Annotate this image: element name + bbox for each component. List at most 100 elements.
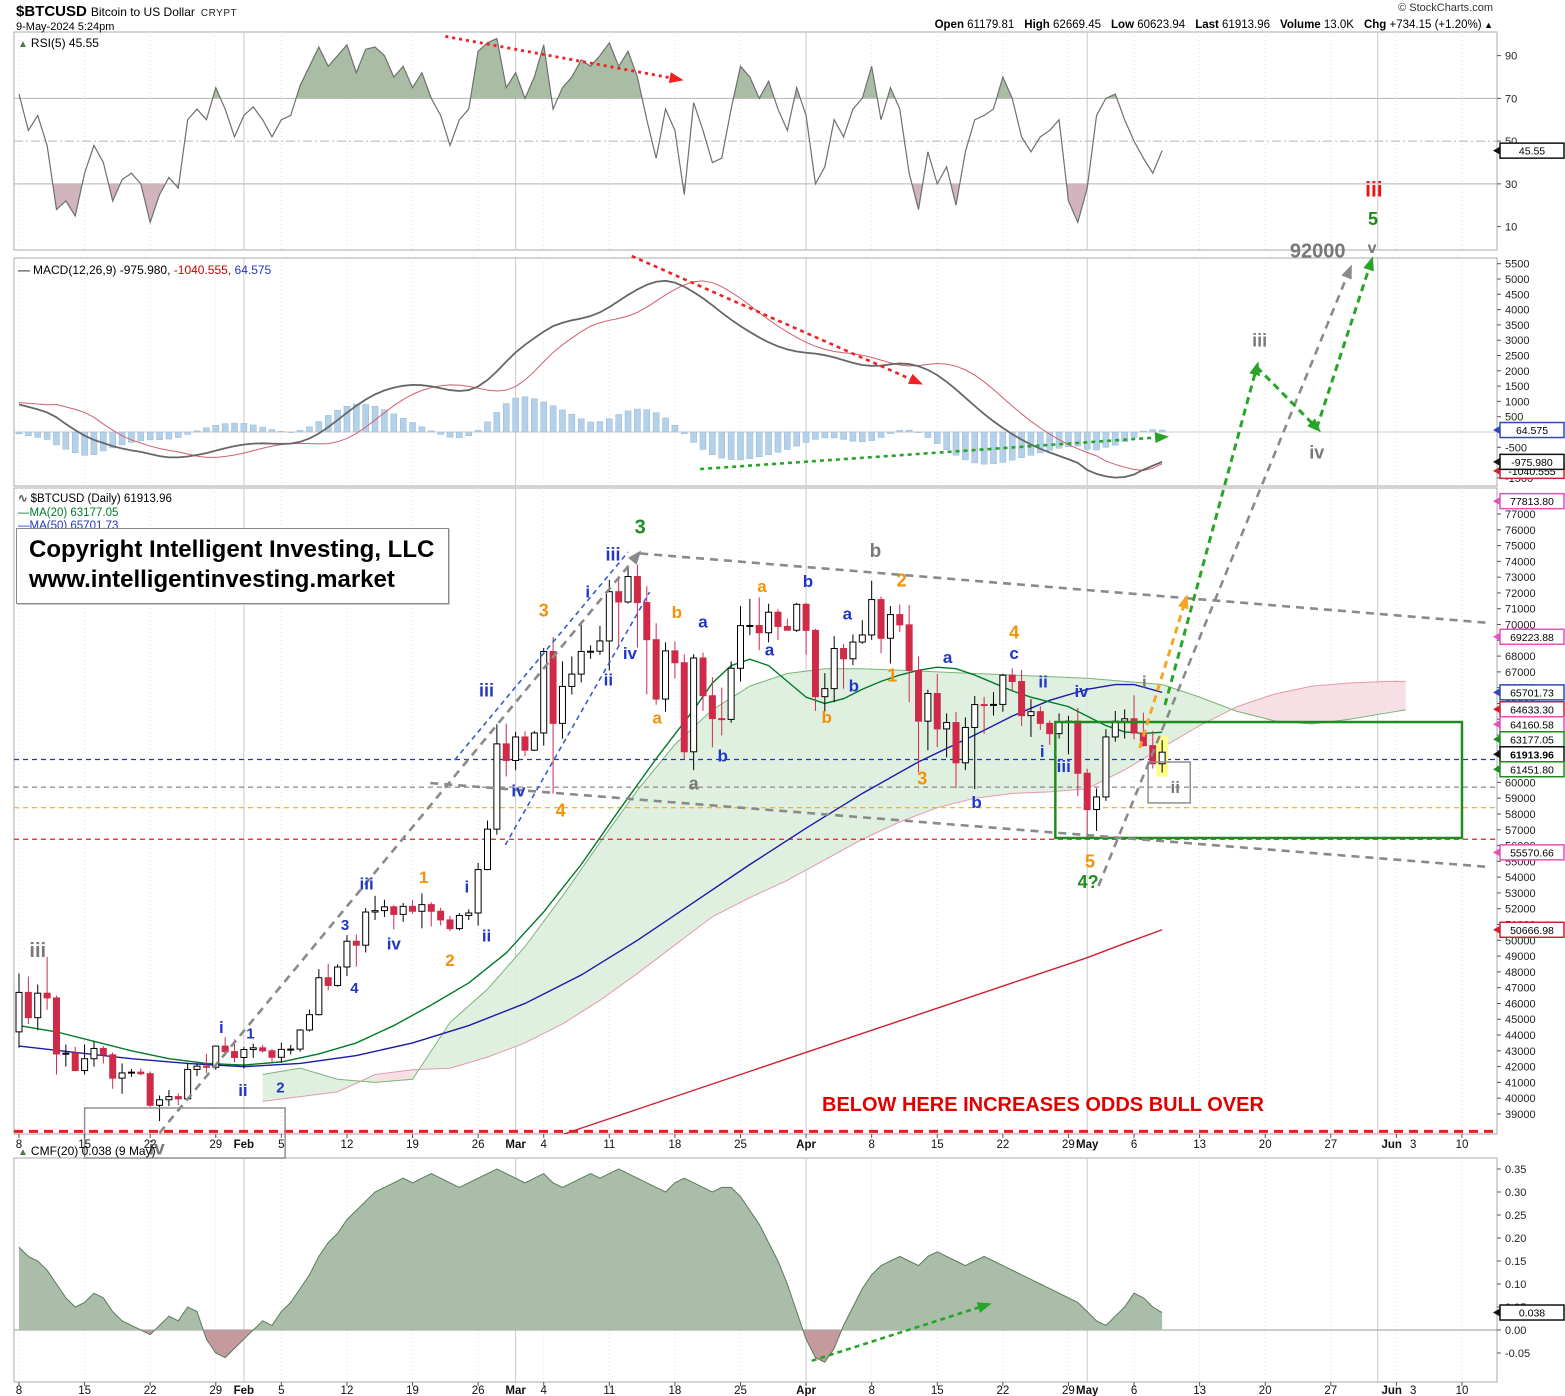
cmf-tick-label: 0.30 — [1505, 1187, 1526, 1199]
wave-label-1: 1 — [246, 1026, 254, 1043]
x-axis-label: 22 — [144, 1385, 157, 1396]
wave-label-b: b — [672, 603, 682, 622]
macd-histogram-bar — [240, 423, 248, 433]
x-axis-label: 20 — [1259, 1385, 1272, 1396]
macd-tick-label: 5500 — [1505, 259, 1529, 271]
x-axis-label: 4 — [541, 1139, 548, 1151]
macd-histogram-bar — [493, 412, 501, 433]
x-axis-label: 15 — [931, 1385, 944, 1396]
candle-body — [484, 828, 491, 871]
rsi-line — [18, 37, 1163, 225]
macd-histogram-bar — [624, 410, 632, 433]
macd-histogram-bar — [802, 431, 810, 443]
candle-body — [493, 743, 501, 830]
macd-signal-line — [18, 280, 1163, 472]
x-axis-label: 15 — [78, 1139, 91, 1151]
candle-body — [90, 1047, 98, 1060]
candle-body — [530, 732, 538, 751]
macd-histogram-bar — [399, 417, 407, 433]
price-axis-box-text: 77813.80 — [1510, 496, 1554, 508]
wave-label-b: b — [803, 572, 813, 591]
macd-trend-arrow-arrowhead — [908, 373, 924, 385]
wave-label-4: 4 — [556, 800, 566, 820]
macd-histogram-bar — [830, 431, 838, 439]
greenproj-trendline-arrowhead — [1363, 256, 1374, 272]
candle-body — [15, 991, 23, 1033]
macd-histogram-bar — [418, 426, 426, 433]
macd-histogram-bar — [662, 417, 669, 433]
wave-label-iv: iv — [623, 644, 638, 663]
price-tick-label: 54000 — [1505, 872, 1536, 884]
macd-histogram-bar — [577, 418, 585, 433]
macd-histogram-bar — [559, 409, 566, 433]
candle-body — [952, 722, 960, 764]
candle-body — [390, 906, 398, 915]
candle-body — [821, 688, 829, 698]
wave-label-5: 5 — [1368, 209, 1378, 229]
x-axis-label: 8 — [868, 1385, 874, 1396]
price-axis-box-text: 63177.05 — [1510, 734, 1554, 746]
macd-histogram-bar — [1046, 431, 1053, 451]
x-axis-label: May — [1076, 1139, 1099, 1151]
wave-label-i: i — [1040, 742, 1045, 761]
candle-body — [315, 977, 323, 1016]
macd-histogram-bar — [25, 431, 32, 436]
x-axis-label: 10 — [1456, 1139, 1469, 1151]
price-tick-label: 46000 — [1505, 998, 1536, 1010]
macd-tick-label: 3000 — [1505, 335, 1529, 347]
candle-body — [633, 576, 641, 604]
macd-histogram-bar — [615, 414, 622, 433]
price-tick-label: 49000 — [1505, 951, 1536, 963]
wave-label-a: a — [698, 612, 708, 631]
candle-body — [868, 599, 876, 636]
wave-label-a: a — [843, 604, 853, 623]
macd-histogram-bar — [456, 431, 463, 439]
greenproj-trendline-arrowhead — [1249, 361, 1260, 377]
candle-body — [943, 722, 951, 730]
candle-body — [643, 602, 651, 641]
macd-histogram-bar — [671, 425, 679, 433]
macd-histogram-bar — [887, 431, 894, 434]
price-tick-label: 57000 — [1505, 825, 1536, 837]
price-axis-box-notch — [1493, 720, 1500, 729]
candle-body — [287, 1048, 295, 1051]
candle-body — [446, 919, 454, 930]
macd-histogram-bar — [390, 413, 398, 433]
x-axis-label: 22 — [996, 1139, 1009, 1151]
wave-label-a: a — [689, 774, 700, 794]
price-axis-box-notch — [1493, 632, 1500, 641]
macd-histogram-bar — [212, 425, 220, 433]
candle-body — [961, 726, 969, 764]
greenproj-trendline — [1255, 365, 1318, 430]
wave-label-iii: iii — [606, 545, 621, 565]
wave-label-92000: 92000 — [1290, 240, 1346, 262]
price-axis-box-text: 50666.98 — [1510, 925, 1554, 937]
cmf-tick-label: 0.25 — [1505, 1210, 1526, 1222]
macd-histogram-bar — [606, 418, 613, 433]
x-axis-label: 3 — [1410, 1139, 1416, 1151]
candle-body — [465, 912, 473, 917]
candle-body — [905, 624, 913, 671]
ichimoku-cloud — [487, 946, 525, 1058]
price-tick-label: 52000 — [1505, 904, 1536, 916]
macd-tick-label: 5000 — [1505, 274, 1529, 286]
candle-body — [727, 667, 735, 720]
macd-histogram-bar — [203, 427, 210, 433]
trend-trendline-arrowhead — [1341, 264, 1352, 280]
wave-label-a: a — [943, 648, 953, 667]
price-tick-label: 73000 — [1505, 572, 1536, 584]
macd-axis-box — [1499, 453, 1565, 471]
price-axis-box-text: 61451.80 — [1510, 764, 1554, 776]
macd-histogram-bar — [193, 430, 201, 433]
macd-trend-arrow — [700, 435, 1164, 471]
macd-histogram-bar — [474, 429, 482, 433]
macd-histogram-bar — [128, 431, 135, 443]
price-tick-label: 45000 — [1505, 1014, 1536, 1026]
candle-body — [418, 904, 426, 912]
wave-label-2: 2 — [445, 951, 454, 970]
candle-body — [221, 1045, 229, 1053]
candle-body — [1027, 711, 1035, 717]
price-axis-box-text: 61913.96 — [1510, 749, 1554, 761]
rsi-divergence-arrow-arrowhead — [668, 72, 684, 84]
